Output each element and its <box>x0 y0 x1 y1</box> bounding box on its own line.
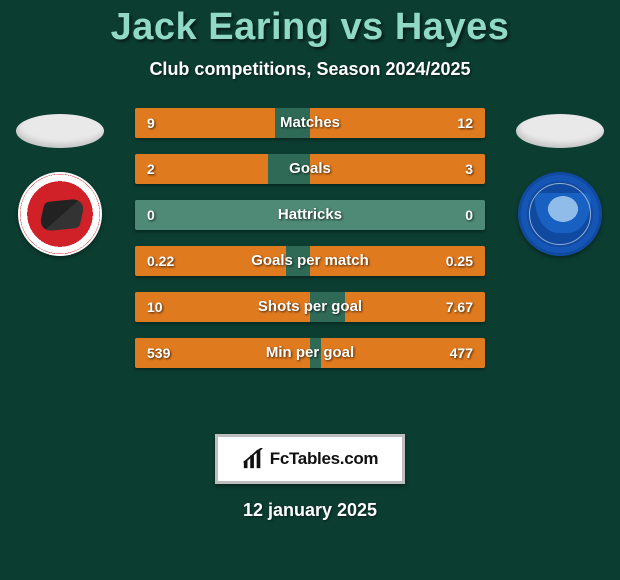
stat-row: Goals per match0.220.25 <box>135 246 485 276</box>
stat-value-right: 477 <box>450 338 473 368</box>
page-title: Jack Earing vs Hayes <box>0 0 620 49</box>
stat-value-right: 0.25 <box>446 246 473 276</box>
brand-label: FcTables.com <box>270 449 379 469</box>
stat-row: Shots per goal107.67 <box>135 292 485 322</box>
stat-value-left: 0 <box>147 200 155 230</box>
player-left-column <box>0 108 120 256</box>
stat-value-right: 12 <box>457 108 473 138</box>
stat-row: Min per goal539477 <box>135 338 485 368</box>
comparison-panel: Matches912Goals23Hattricks00Goals per ma… <box>0 108 620 408</box>
stat-value-left: 9 <box>147 108 155 138</box>
stat-row: Matches912 <box>135 108 485 138</box>
subtitle: Club competitions, Season 2024/2025 <box>0 59 620 80</box>
stat-row: Hattricks00 <box>135 200 485 230</box>
player-left-silhouette <box>16 114 104 148</box>
stat-value-left: 2 <box>147 154 155 184</box>
peterborough-badge-icon <box>518 172 602 256</box>
stat-value-left: 539 <box>147 338 170 368</box>
stat-row: Goals23 <box>135 154 485 184</box>
stat-value-left: 0.22 <box>147 246 174 276</box>
player-right-silhouette <box>516 114 604 148</box>
chart-bars-icon <box>242 448 264 470</box>
brand-box: FcTables.com <box>215 434 405 484</box>
stat-value-right: 3 <box>465 154 473 184</box>
stat-value-left: 10 <box>147 292 163 322</box>
date-label: 12 january 2025 <box>0 500 620 521</box>
stat-bars: Matches912Goals23Hattricks00Goals per ma… <box>135 108 485 384</box>
stat-value-right: 0 <box>465 200 473 230</box>
player-right-column <box>500 108 620 256</box>
stat-value-right: 7.67 <box>446 292 473 322</box>
bar-right-fill <box>310 154 485 184</box>
walsall-badge-icon <box>18 172 102 256</box>
bar-left-fill <box>135 108 275 138</box>
